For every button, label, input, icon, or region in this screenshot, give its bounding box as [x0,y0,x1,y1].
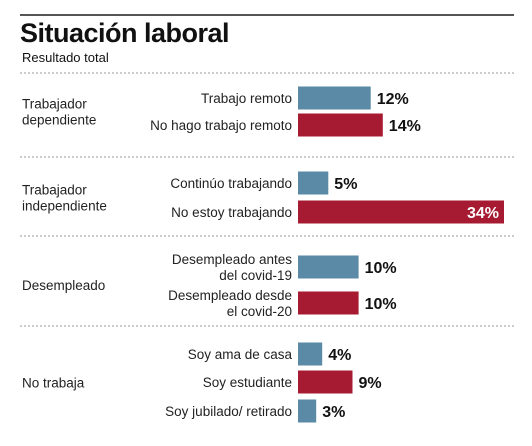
value-label: 14% [389,118,421,135]
top-rule [20,14,514,16]
value-label: 5% [334,176,357,193]
category-label: Desempleado desde el covid-20 [168,288,292,319]
bar [298,370,353,394]
bar [298,86,371,110]
category-label: Desempleado antes del covid-19 [172,252,292,283]
category-label: Soy estudiante [203,375,292,390]
bar [298,255,359,279]
bar [298,342,323,366]
category-label: Trabajo remoto [201,91,292,106]
value-label: 10% [365,296,397,313]
bar [298,113,383,137]
group-label: Trabajador independiente [22,183,107,214]
group-label: No trabaja [22,376,85,391]
bar [298,399,317,423]
category-label: Soy ama de casa [188,347,293,362]
value-label: 4% [328,347,351,364]
chart-subtitle: Resultado total [22,50,109,65]
category-label: No hago trabajo remoto [150,118,292,133]
category-label: No estoy trabajando [171,205,292,220]
chart-title: Situación laboral [20,18,230,48]
bar [298,171,329,195]
group-label: Desempleado [22,278,105,293]
value-label: 9% [359,375,382,392]
category-label: Continúo trabajando [170,176,292,191]
value-label: 12% [377,91,409,108]
value-label: 10% [365,260,397,277]
value-label: 34% [467,205,499,222]
value-label: 3% [322,404,345,421]
group-label: Trabajador dependiente [22,97,96,128]
category-label: Soy jubilado/ retirado [165,404,292,419]
bar [298,291,359,315]
bar [298,200,504,224]
